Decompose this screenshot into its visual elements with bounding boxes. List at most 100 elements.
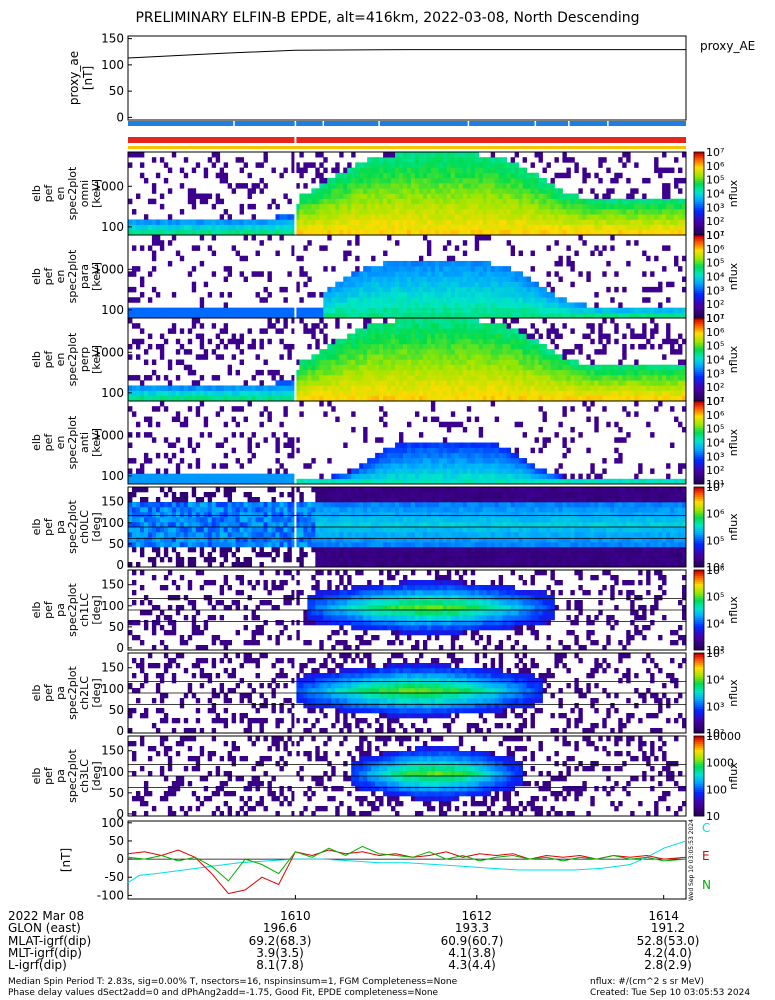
heatmap-cell	[247, 203, 252, 210]
heatmap-cell	[128, 542, 133, 548]
heatmap-cell	[263, 307, 268, 314]
heatmap-cell	[658, 385, 663, 391]
heatmap-cell	[502, 375, 508, 381]
heatmap-cell	[351, 286, 356, 293]
heatmap-cell	[135, 512, 141, 518]
heatmap-cell	[379, 297, 384, 303]
heatmap-cell	[494, 302, 500, 308]
heatmap-cell	[650, 198, 655, 205]
heatmap-cell	[486, 369, 492, 376]
heatmap-cell	[506, 286, 512, 293]
heatmap-cell	[470, 183, 476, 189]
heatmap-cell	[387, 183, 392, 189]
heatmap-cell	[303, 390, 308, 397]
heatmap-cell	[566, 172, 571, 179]
heatmap-cell	[458, 349, 464, 355]
heatmap-cell	[418, 375, 424, 381]
heatmap-cell	[367, 266, 372, 272]
heatmap-cell	[622, 395, 627, 402]
heatmap-cell	[418, 229, 424, 236]
heatmap-cell	[399, 312, 404, 319]
heatmap-cell	[367, 292, 372, 298]
heatmap-cell	[291, 229, 296, 236]
heatmap-cell	[514, 183, 519, 189]
heatmap-cell	[219, 390, 225, 397]
heatmap-cell	[151, 183, 157, 189]
heatmap-cell	[414, 188, 420, 194]
heatmap-cell	[267, 276, 272, 282]
heatmap-cell	[399, 375, 404, 381]
heatmap-cell	[430, 478, 436, 485]
heatmap-cell	[438, 421, 444, 428]
heatmap-cell	[442, 318, 448, 324]
heatmap-cell	[442, 437, 448, 443]
heatmap-cell	[351, 473, 356, 480]
heatmap-cell	[618, 380, 623, 386]
heatmap-cell	[446, 297, 452, 303]
heatmap-cell	[295, 167, 300, 174]
heatmap-cell	[554, 219, 559, 225]
heatmap-cell	[606, 307, 611, 314]
heatmap-cell	[558, 312, 563, 319]
heatmap-cell	[339, 188, 344, 194]
heatmap-cell	[255, 229, 260, 236]
heatmap-cell	[506, 458, 512, 464]
heatmap-cell	[434, 473, 440, 480]
heatmap-cell	[139, 172, 145, 179]
heatmap-cell	[355, 292, 360, 298]
heatmap-cell	[498, 177, 504, 184]
heatmap-cell	[578, 473, 583, 480]
heatmap-cell	[135, 297, 141, 303]
heatmap-cell	[295, 183, 300, 189]
heatmap-cell	[287, 437, 292, 443]
heatmap-cell	[187, 338, 193, 345]
heatmap-cell	[363, 229, 368, 236]
heatmap-cell	[430, 266, 436, 272]
heatmap-cell	[474, 183, 480, 189]
heatmap-cell	[450, 177, 456, 184]
heatmap-cell	[546, 271, 551, 277]
heatmap-cell	[562, 297, 567, 303]
heatmap-cell	[598, 229, 603, 236]
heatmap-cell	[128, 343, 133, 350]
heatmap-cell	[399, 463, 404, 469]
heatmap-cell	[227, 292, 233, 298]
heatmap-cell	[594, 229, 599, 236]
heatmap-cell	[319, 245, 324, 251]
heatmap-cell	[227, 224, 233, 231]
heatmap-cell	[510, 177, 516, 184]
colorbar-tick-label: 10⁷	[706, 229, 724, 242]
heatmap-cell	[490, 193, 496, 199]
colorbar-segment	[694, 245, 704, 248]
colorbar-segment	[694, 353, 704, 356]
heatmap-cell	[131, 338, 137, 345]
heatmap-cell	[654, 478, 659, 485]
heatmap-cell	[414, 203, 420, 210]
heatmap-cell	[650, 312, 655, 319]
colorbar-segment	[694, 436, 704, 439]
heatmap-cell	[486, 390, 492, 397]
heatmap-cell	[462, 463, 468, 469]
heatmap-cell	[602, 209, 607, 215]
heatmap-cell	[151, 385, 157, 391]
heatmap-cell	[295, 447, 300, 454]
heatmap-cell	[446, 177, 452, 184]
heatmap-cell	[155, 478, 161, 485]
heatmap-cell	[434, 224, 440, 231]
heatmap-cell	[163, 312, 169, 319]
heatmap-cell	[195, 162, 201, 168]
heatmap-cell	[283, 193, 288, 199]
heatmap-cell	[199, 307, 205, 314]
heatmap-cell	[498, 203, 504, 210]
heatmap-cell	[510, 390, 516, 397]
heatmap-cell	[598, 209, 603, 215]
heatmap-cell	[395, 260, 400, 267]
heatmap-cell	[534, 328, 539, 334]
heatmap-cell	[426, 193, 432, 199]
heatmap-cell	[407, 312, 412, 319]
heatmap-cell	[450, 229, 456, 236]
heatmap-cell	[335, 338, 340, 345]
heatmap-cell	[590, 395, 595, 402]
heatmap-cell	[510, 198, 516, 205]
heatmap-cell	[430, 468, 436, 474]
